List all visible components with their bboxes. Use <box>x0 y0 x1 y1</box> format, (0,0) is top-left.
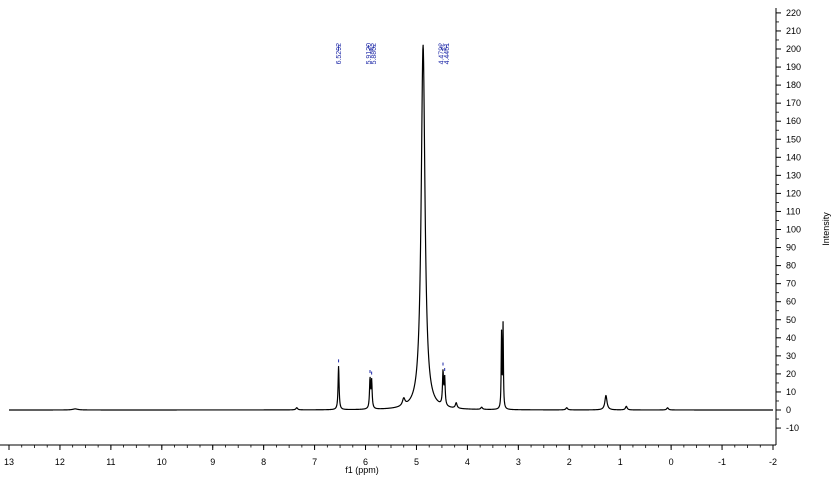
x-tick-label: 5 <box>414 457 419 467</box>
y-tick-label: 20 <box>786 369 796 379</box>
peak-label: 4.4792 <box>438 43 445 65</box>
peak-label-leader <box>371 45 375 52</box>
x-tick-label: 13 <box>4 457 14 467</box>
peak-label: 5.9120 <box>366 43 373 65</box>
y-tick-label: 190 <box>786 62 801 72</box>
y-tick-label: 170 <box>786 98 801 108</box>
y-axis-title: Intensity <box>821 212 831 246</box>
y-tick-label: 130 <box>786 170 801 180</box>
x-tick-label: 1 <box>618 457 623 467</box>
peak-label: 4.4461 <box>444 43 451 65</box>
peak-label: 6.5292 <box>336 43 343 65</box>
x-tick-label: 12 <box>55 457 65 467</box>
peak-label-leader <box>444 45 447 52</box>
x-tick-label: 2 <box>567 457 572 467</box>
y-tick-label: 180 <box>786 80 801 90</box>
y-tick-label: 50 <box>786 315 796 325</box>
y-tick-label: 30 <box>786 351 796 361</box>
y-tick-label: 80 <box>786 261 796 271</box>
y-tick-label: 10 <box>786 387 796 397</box>
y-tick-label: 140 <box>786 152 801 162</box>
y-tick-label: 90 <box>786 243 796 253</box>
y-axis: -10 0 10 20 30 40 50 60 70 80 90 100 110 120 130 140 150… <box>775 8 831 445</box>
x-tick-label: 4 <box>465 457 470 467</box>
y-tick-label: 110 <box>786 206 800 216</box>
x-axis: 13 12 11 10 9 8 7 6 5 4 3 2 1 0 -1 -2 f1 (ppm) <box>0 444 777 475</box>
y-tick-label: 150 <box>786 134 801 144</box>
y-tick-label: 200 <box>786 44 801 54</box>
y-tick-label: 70 <box>786 279 796 289</box>
y-tick-label: -10 <box>786 423 799 433</box>
peak-label-leader <box>368 45 371 52</box>
x-tick-label: 9 <box>210 457 215 467</box>
y-tick-label: 120 <box>786 188 801 198</box>
y-tick-label: 100 <box>786 225 801 235</box>
x-tick-label: 7 <box>312 457 317 467</box>
x-tick-label: 8 <box>261 457 266 467</box>
y-tick-label: 60 <box>786 297 796 307</box>
y-tick-label: 210 <box>786 26 801 36</box>
x-tick-label: 0 <box>669 457 674 467</box>
x-tick-label: 10 <box>157 457 167 467</box>
x-tick-label: 6 <box>363 457 368 467</box>
x-axis-title: f1 (ppm) <box>345 465 379 475</box>
peak-apex-group <box>74 45 669 410</box>
spectrum-line <box>8 44 774 411</box>
y-tick-label: 40 <box>786 333 796 343</box>
y-tick-label: 0 <box>786 405 791 415</box>
x-tick-label: 11 <box>106 457 115 467</box>
y-tick-label: 220 <box>786 8 801 18</box>
peak-label-leader <box>440 45 444 52</box>
peak-label: 5.8802 <box>371 43 378 65</box>
x-tick-label: -1 <box>718 457 726 467</box>
x-tick-label: -2 <box>769 457 777 467</box>
x-tick-label: 3 <box>516 457 521 467</box>
y-tick-label: 160 <box>786 116 801 126</box>
